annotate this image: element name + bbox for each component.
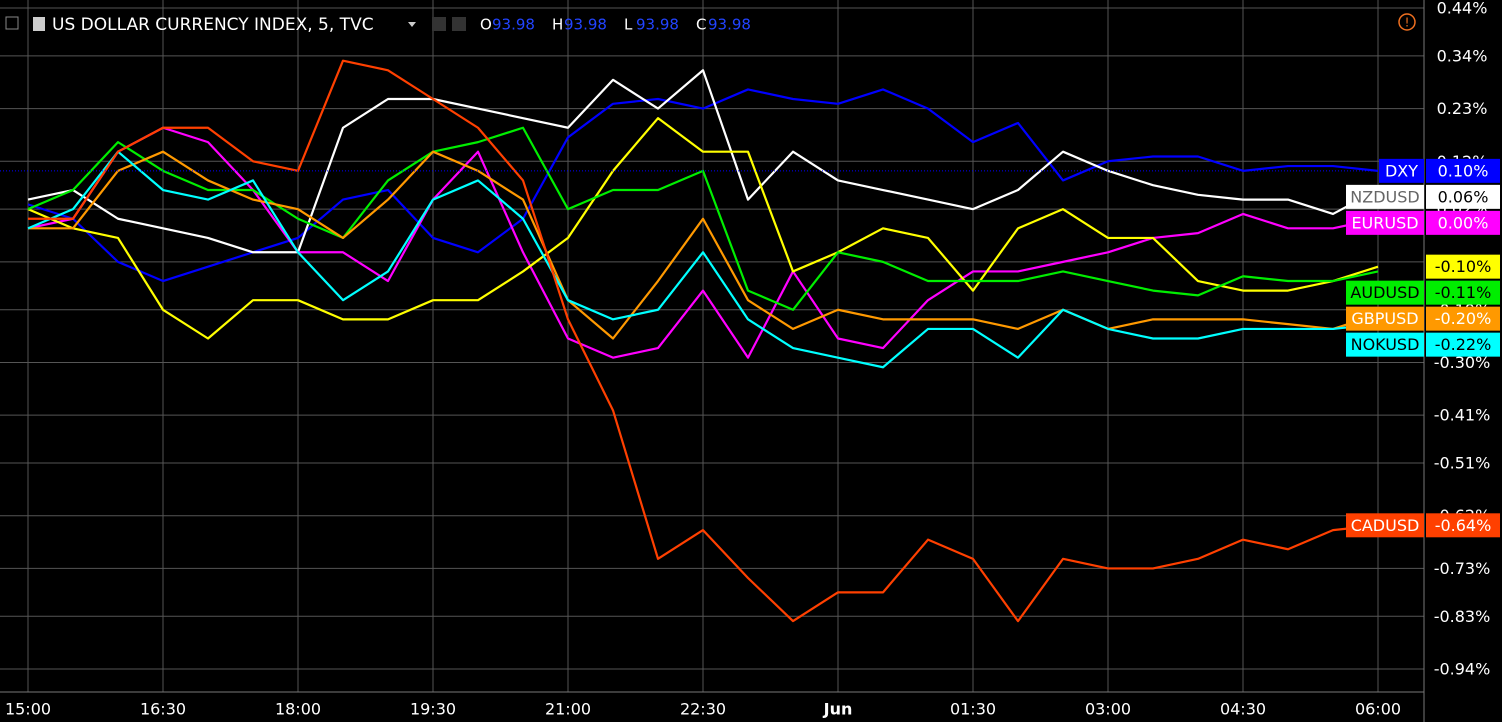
plot [0,59,1424,623]
value-badge-label: -0.10% [1435,257,1492,276]
series-line [27,150,1379,369]
value-badge [1426,254,1500,279]
y-tick-label: -0.73% [1434,559,1491,578]
value-badge-label: -0.64% [1435,516,1492,535]
grid [0,0,1424,692]
x-tick-label: 04:30 [1220,700,1266,719]
name-badge [1346,184,1424,209]
series-line [28,150,1379,340]
value-badge-label: -0.11% [1435,283,1492,302]
chart-title: US DOLLAR CURRENCY INDEX, 5, TVC [52,15,374,35]
y-tick-label: 0.34% [1437,46,1488,65]
x-tick-label: 19:30 [410,700,456,719]
value-badge [1426,332,1500,357]
value-badge [1426,184,1500,209]
dropdown[interactable] [408,22,416,27]
name-badge [1346,280,1424,305]
x-tick-label: 01:30 [950,700,996,719]
legend-label: AUDUSD [1350,283,1419,302]
value-badge [1426,210,1500,235]
legend-label: NZDUSD [1350,187,1419,206]
ohlc-value: 93.98 [564,16,607,34]
ohlc-label: O [480,16,492,34]
value-badge [1426,513,1500,538]
legend-label: EURUSD [1351,213,1418,232]
value-badge-label: 0.10% [1438,161,1489,180]
badges: 0.10% DXY 0.06% NZDUSD 0.00% EURUSD -0.10% -0.1… [1346,158,1500,538]
name-badge [1346,513,1424,538]
icon[interactable] [432,17,446,31]
y-tick-label: 0.23% [1437,99,1488,118]
icon[interactable] [5,16,19,30]
y-tick-label: -0.41% [1434,406,1491,425]
name-badge [1346,306,1424,331]
value-badge [1426,158,1500,183]
legend-label: GBPUSD [1351,309,1418,328]
ohlc-value: 93.98 [708,16,751,34]
name-badge [1379,158,1424,183]
value-badge [1426,280,1500,305]
legend-label: NOKUSD [1351,335,1420,354]
x-tick-label: 03:00 [1085,700,1131,719]
value-badge-label: -0.20% [1435,309,1492,328]
series-line [27,69,1379,254]
name-badge [1346,332,1424,357]
x-tick-label: 22:30 [680,700,726,719]
legend-label: CADUSD [1351,516,1420,535]
alert-icon: ! [1405,16,1410,30]
ohlc: O 93.98 H 93.98 L 93.98 C 93.98 [480,16,751,34]
ohlc-value: 93.98 [636,16,679,34]
x-tick-label: Jun [823,700,853,719]
y-tick-label: -0.94% [1434,660,1491,679]
value-badge [1426,306,1500,331]
y-tick-label: -0.30% [1434,353,1491,372]
value-badge-label: 0.00% [1438,213,1489,232]
y-tick-label: -0.51% [1434,454,1491,473]
ohlc-label: C [696,16,706,34]
name-badge [1346,210,1424,235]
x-tick-label: 18:00 [275,700,321,719]
ohlc-value: 93.98 [492,16,535,34]
x-tick-label: 06:00 [1355,700,1401,719]
icon [33,17,45,31]
x-tick-label: 21:00 [545,700,591,719]
value-badge-label: 0.06% [1438,187,1489,206]
ohlc-label: H [552,16,563,34]
icon[interactable] [452,17,466,31]
x-tick-label: 15:00 [5,700,51,719]
legend-label: DXY [1385,161,1418,180]
series-line [28,59,1379,623]
x-tick-label: 16:30 [140,700,186,719]
y-tick-label: -0.83% [1434,607,1491,626]
alert-icon[interactable] [1398,13,1416,31]
y-tick-label: 0.44% [1437,0,1488,18]
ohlc-label: L [624,16,633,34]
value-badge-label: -0.22% [1435,335,1492,354]
series-line [27,117,1379,340]
